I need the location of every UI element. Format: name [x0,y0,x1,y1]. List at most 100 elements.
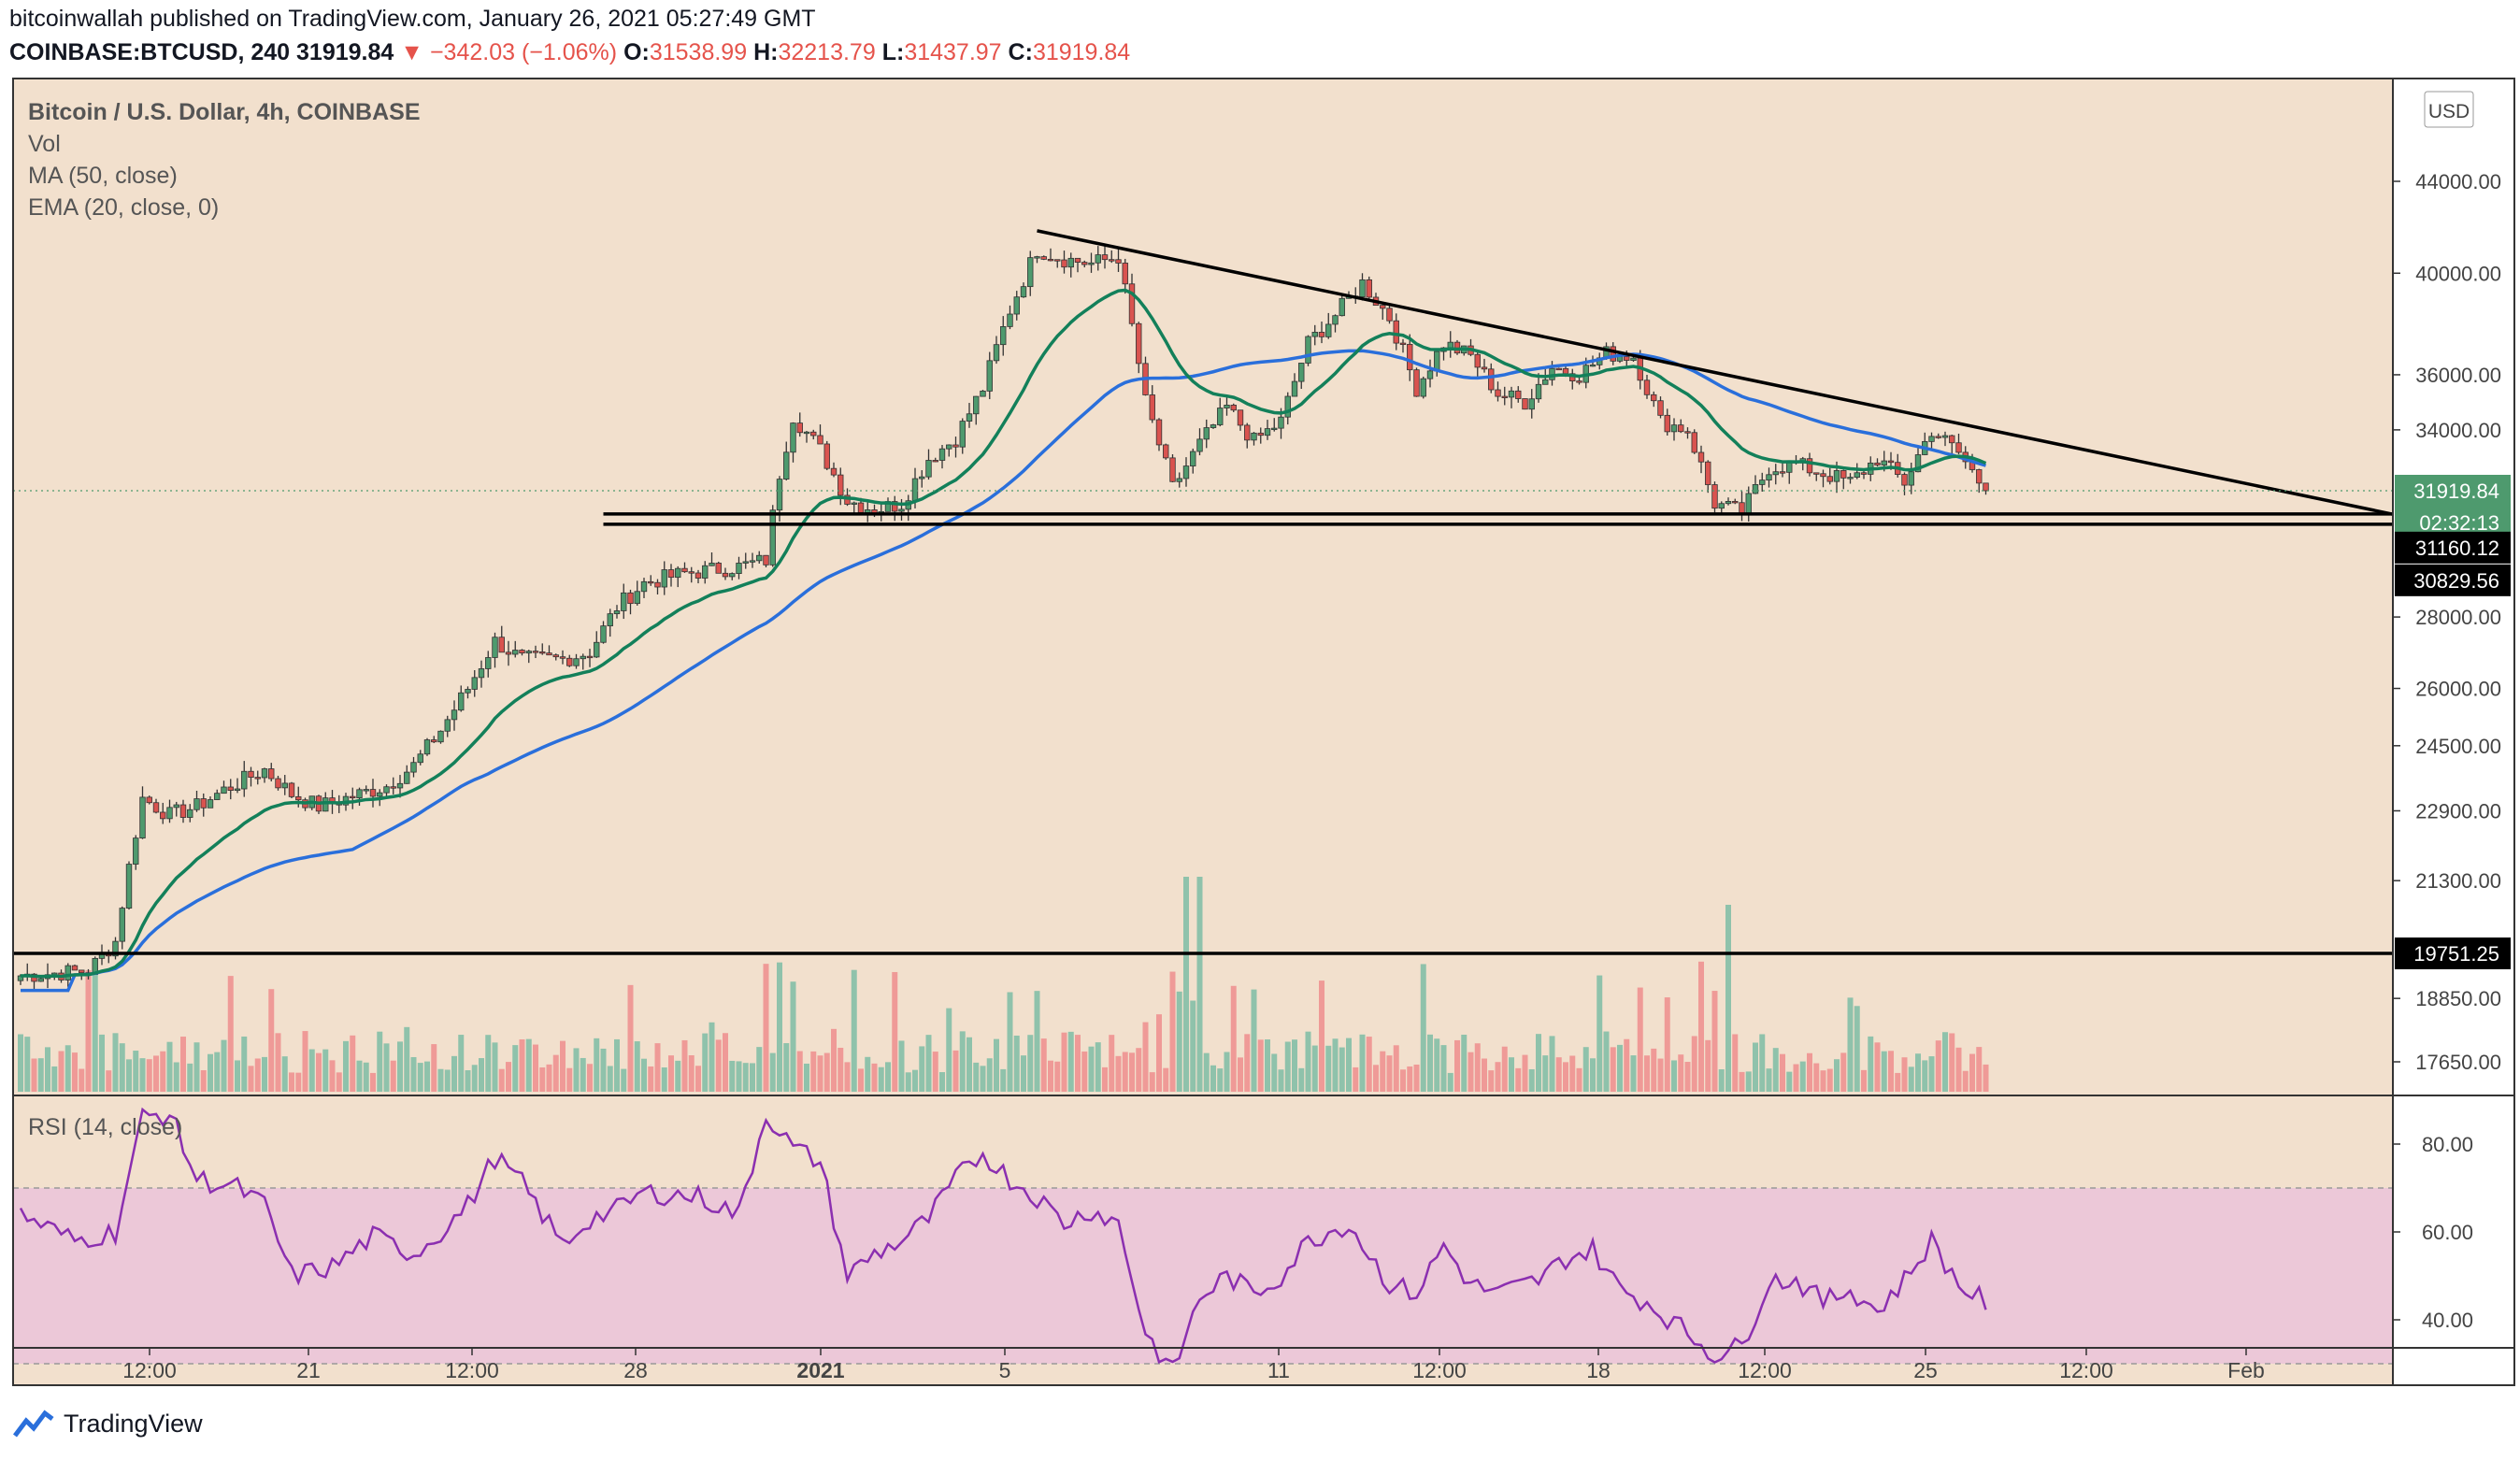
candle-body [1901,474,1908,486]
candle-body [1928,436,1935,442]
volume-bar [1753,1042,1758,1092]
volume-bar [729,1060,736,1092]
candle-body [1190,451,1196,466]
candle-body [838,474,844,496]
time-tick-label: 12:00 [1738,1358,1792,1382]
candle-body [1983,482,1989,492]
volume-bar [268,989,275,1092]
candle-body [369,789,377,797]
descending-trendline[interactable] [1037,229,2394,516]
volume-bar [980,1066,986,1092]
candle-body [322,797,329,812]
candle-body [857,502,865,513]
candle-body [1955,442,1962,453]
candle-body [437,730,444,743]
volume-bar [742,1063,749,1092]
candle-body [1176,478,1182,482]
volume-bar [769,1052,776,1092]
volume-bar [675,1060,681,1092]
support-upper-text: 31160.12 [2415,537,2499,560]
low-value: 31437.97 [904,39,1002,65]
volume-bar [1305,1031,1311,1092]
volume-bar [1021,1055,1026,1092]
volume-bar [1596,975,1603,1092]
volume-bar [1482,1058,1487,1092]
volume-bar [614,1038,620,1092]
low-label: L: [881,39,905,65]
candle-body [952,444,959,448]
volume-bar [289,1072,294,1092]
candle-body [980,390,986,397]
candle-body [654,581,661,588]
candle-body [1522,398,1528,410]
volume-bar [641,1058,647,1092]
price-tick-label: 36000.00 [2415,364,2501,387]
candle-body [133,837,139,865]
volume-bar [1955,1047,1962,1092]
volume-bar [1651,1048,1657,1092]
candle-body [79,969,85,974]
time-tick-label: 11 [1267,1358,1290,1382]
volume-bar [723,1033,728,1092]
candle-body [1291,380,1298,397]
candle-body [1339,297,1345,317]
volume-bar [1935,1040,1941,1092]
volume-bar [838,1047,844,1092]
candle-body [613,610,621,615]
candle-body [187,809,193,818]
volume-bar [1183,877,1189,1092]
volume-bar [383,1043,390,1092]
high-value: 32213.79 [778,39,876,65]
candle-body [1474,353,1481,368]
volume-bar [783,1043,790,1092]
volume-bar [790,981,796,1092]
volume-bar [634,1041,640,1092]
candle-body [288,782,295,797]
volume-bar [308,1049,315,1092]
candle-body [404,771,410,784]
candle-body [763,554,769,565]
footer-brand[interactable]: TradingView [13,1408,203,1439]
volume-bar [1129,1052,1135,1092]
candle-body [1413,369,1420,397]
candle-body [1589,364,1596,367]
volume-bar [871,1063,878,1092]
currency-badge[interactable] [2424,91,2474,128]
candle-body [1047,258,1054,262]
volume-bar [1915,1053,1921,1092]
candle-body [1528,398,1535,410]
candle-body [911,478,919,502]
volume-bar [1610,1047,1616,1092]
candle-body [1237,409,1244,426]
volume-bar [1630,1055,1637,1092]
volume-bar [1868,1036,1874,1092]
volume-bar [648,1066,654,1092]
volume-bar [823,1052,830,1092]
candle-body [865,509,871,513]
candle-body [248,770,254,779]
volume-bar [878,1066,884,1092]
volume-bar [424,1061,430,1092]
candle-body [525,651,532,654]
price-tick-label: 21300.00 [2415,869,2501,893]
volume-bar [444,1069,451,1092]
time-tick-label: 12:00 [122,1358,177,1382]
legend-ema: EMA (20, close, 0) [28,194,219,221]
candle-body [350,795,356,799]
level-text: 19751.25 [2413,942,2499,966]
volume-bar [329,1060,336,1092]
volume-bar [1576,1067,1582,1092]
candle-body [37,978,44,982]
volume-bar [180,1037,186,1092]
candle-body [1426,370,1434,379]
volume-bar [1820,1070,1826,1092]
candle-body [1976,469,1983,484]
volume-bar [1298,1067,1305,1092]
volume-bar [1346,1038,1352,1092]
volume-bar [133,1051,139,1092]
candle-body [1311,332,1318,337]
volume-bar [1949,1033,1955,1092]
volume-bar [139,1058,146,1092]
candle-body [1542,379,1549,385]
